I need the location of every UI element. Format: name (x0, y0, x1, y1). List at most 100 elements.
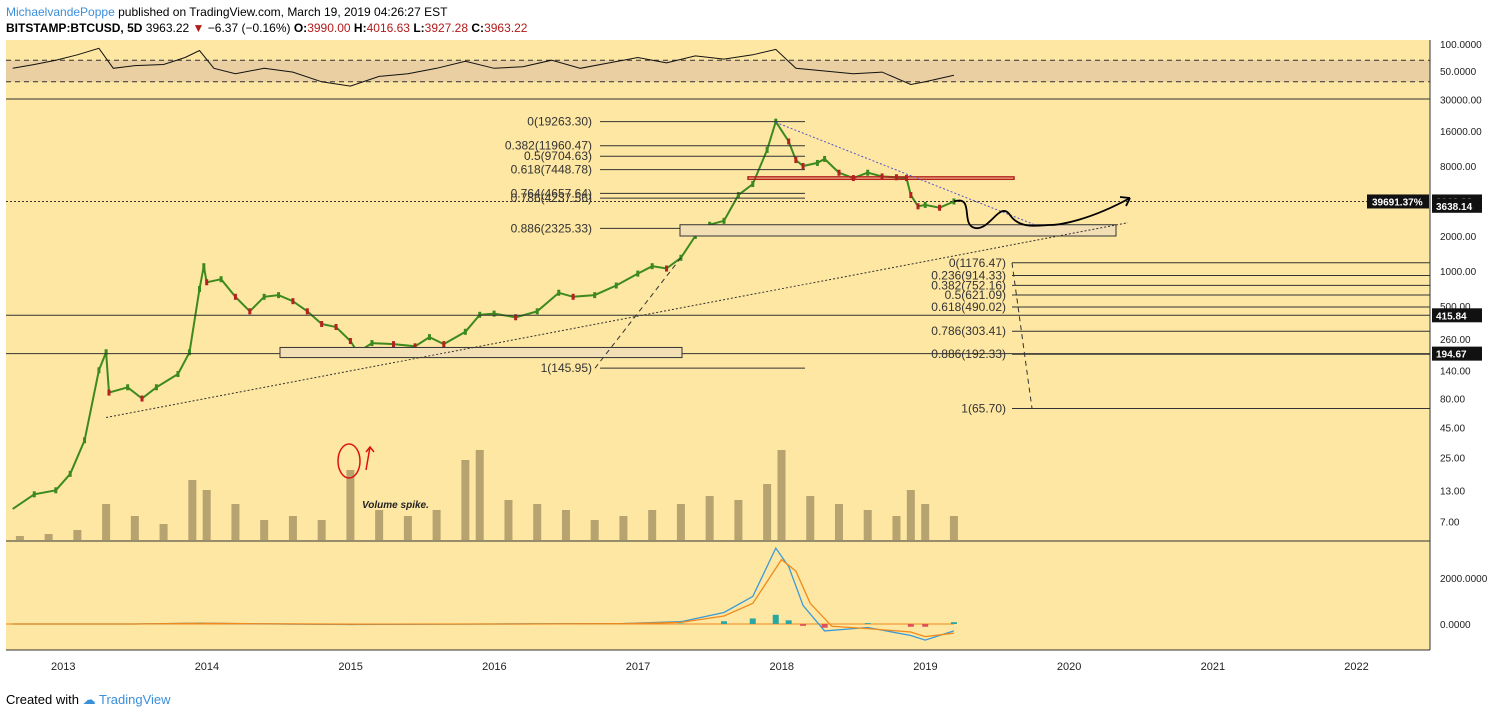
rsi-tick-label: 50.0000 (1440, 67, 1477, 78)
year-tick-label: 2022 (1344, 661, 1368, 673)
year-tick-label: 2015 (338, 661, 362, 673)
fib-level-label: 0.382(11960.47) (505, 139, 592, 153)
year-tick-label: 2020 (1057, 661, 1081, 673)
candle (636, 270, 640, 277)
year-tick-label: 2018 (770, 661, 794, 673)
open-label: O: (293, 21, 308, 35)
macd-tick-label: 2000.0000 (1440, 574, 1488, 585)
volume-bar (734, 500, 743, 540)
volume-circle-annotation (337, 443, 361, 479)
candle (614, 282, 618, 289)
candle (736, 192, 740, 199)
volume-bar (260, 520, 269, 540)
candle (535, 308, 539, 315)
candle (679, 254, 683, 261)
last-price: 3963.22 (145, 21, 190, 35)
price-change: −6.37 (−0.16%) (207, 21, 291, 35)
fib-level-label: 1(145.95) (541, 361, 592, 375)
macd-histogram-bar (821, 624, 828, 628)
volume-bar (44, 534, 53, 540)
candle (126, 384, 130, 391)
year-tick-label: 2016 (482, 661, 506, 673)
price-badge-bg (1432, 346, 1482, 361)
chart-background (6, 40, 1430, 650)
candle (952, 198, 956, 205)
long-trendline (106, 222, 1129, 418)
candle (442, 341, 446, 348)
high-value: 4016.63 (366, 21, 410, 35)
price-tick-label: 16000.00 (1440, 127, 1482, 138)
price-tick-label: 30000.00 (1440, 95, 1482, 106)
volume-arrow-annotation (365, 445, 375, 471)
fib-lower-label: 0.236(914.33) (931, 269, 1006, 283)
support-zone-2015 (279, 346, 683, 359)
candle (413, 343, 417, 350)
candle (219, 276, 223, 283)
macd-histogram-bar (864, 623, 871, 624)
price-tick-label: 13.00 (1440, 486, 1465, 497)
candle (492, 310, 496, 317)
candle (787, 138, 791, 145)
high-label: H: (353, 21, 367, 35)
candle (427, 334, 431, 341)
price-tick-label: 45.00 (1440, 424, 1465, 435)
low-value: 3927.28 (424, 21, 469, 35)
footer: Created with ☁ TradingView (6, 692, 171, 708)
projection-arrow (953, 197, 1131, 229)
volume-bar (202, 490, 211, 540)
candle (68, 470, 72, 477)
year-tick-label: 2013 (51, 661, 75, 673)
fib-level-label: 0.5(9704.63) (524, 149, 592, 163)
volume-bar (906, 490, 915, 540)
macd-histogram-bar (772, 614, 779, 624)
fib-lower-label: 0.786(303.41) (931, 324, 1006, 338)
volume-bar (504, 500, 513, 540)
volume-bar (461, 460, 470, 540)
candle (392, 341, 396, 348)
candle (722, 217, 726, 224)
candle (233, 293, 237, 300)
candle (938, 204, 942, 211)
candle (187, 349, 191, 356)
volume-bar (346, 470, 355, 540)
fib-lower-anchor (1011, 262, 1033, 409)
volume-bar (288, 516, 297, 540)
candle (202, 263, 206, 270)
tradingview-brand[interactable]: TradingView (99, 692, 171, 707)
candle (104, 349, 108, 356)
publish-info: published on TradingView.com, March 19, … (118, 5, 448, 19)
volume-bar (73, 530, 82, 540)
candle (348, 338, 352, 344)
volume-bar (188, 480, 197, 540)
volume-bar (432, 510, 441, 540)
macd-histogram-bar (950, 622, 957, 624)
rsi-band (6, 60, 1430, 82)
support-price-badge: 194.67 (1436, 350, 1467, 361)
close-label: C: (471, 21, 485, 35)
candle (916, 203, 920, 210)
close-value: 3963.22 (484, 21, 528, 35)
rsi-line (12, 47, 955, 87)
candle (305, 308, 309, 315)
macd-histogram-bar (785, 620, 792, 624)
candle (370, 340, 374, 347)
volume-bar (921, 504, 930, 540)
candle (83, 437, 87, 444)
fib-lower-label: 1(65.70) (961, 401, 1006, 415)
price-tick-label: 140.00 (1440, 366, 1471, 377)
year-tick-label: 2014 (195, 661, 219, 673)
price-tick-label: 2000.00 (1440, 232, 1477, 243)
volume-bar (317, 520, 326, 540)
candle (291, 298, 295, 305)
volume-bar (863, 510, 872, 540)
price-chart[interactable]: 30000.0016000.008000.004000.002000.00100… (0, 40, 1508, 688)
macd-histogram-bar (907, 624, 914, 627)
fib-lower-label: 0(1176.47) (949, 256, 1006, 270)
candle (205, 279, 209, 286)
year-tick-label: 2017 (626, 661, 650, 673)
author-name[interactable]: MichaelvandePoppe (6, 5, 115, 19)
tradingview-logo-icon[interactable]: ☁ (82, 692, 96, 707)
volume-bar (475, 450, 484, 540)
fib-level-label: 0.764(4657.64) (511, 186, 592, 200)
pct-badge: 39691.37% (1372, 197, 1423, 208)
